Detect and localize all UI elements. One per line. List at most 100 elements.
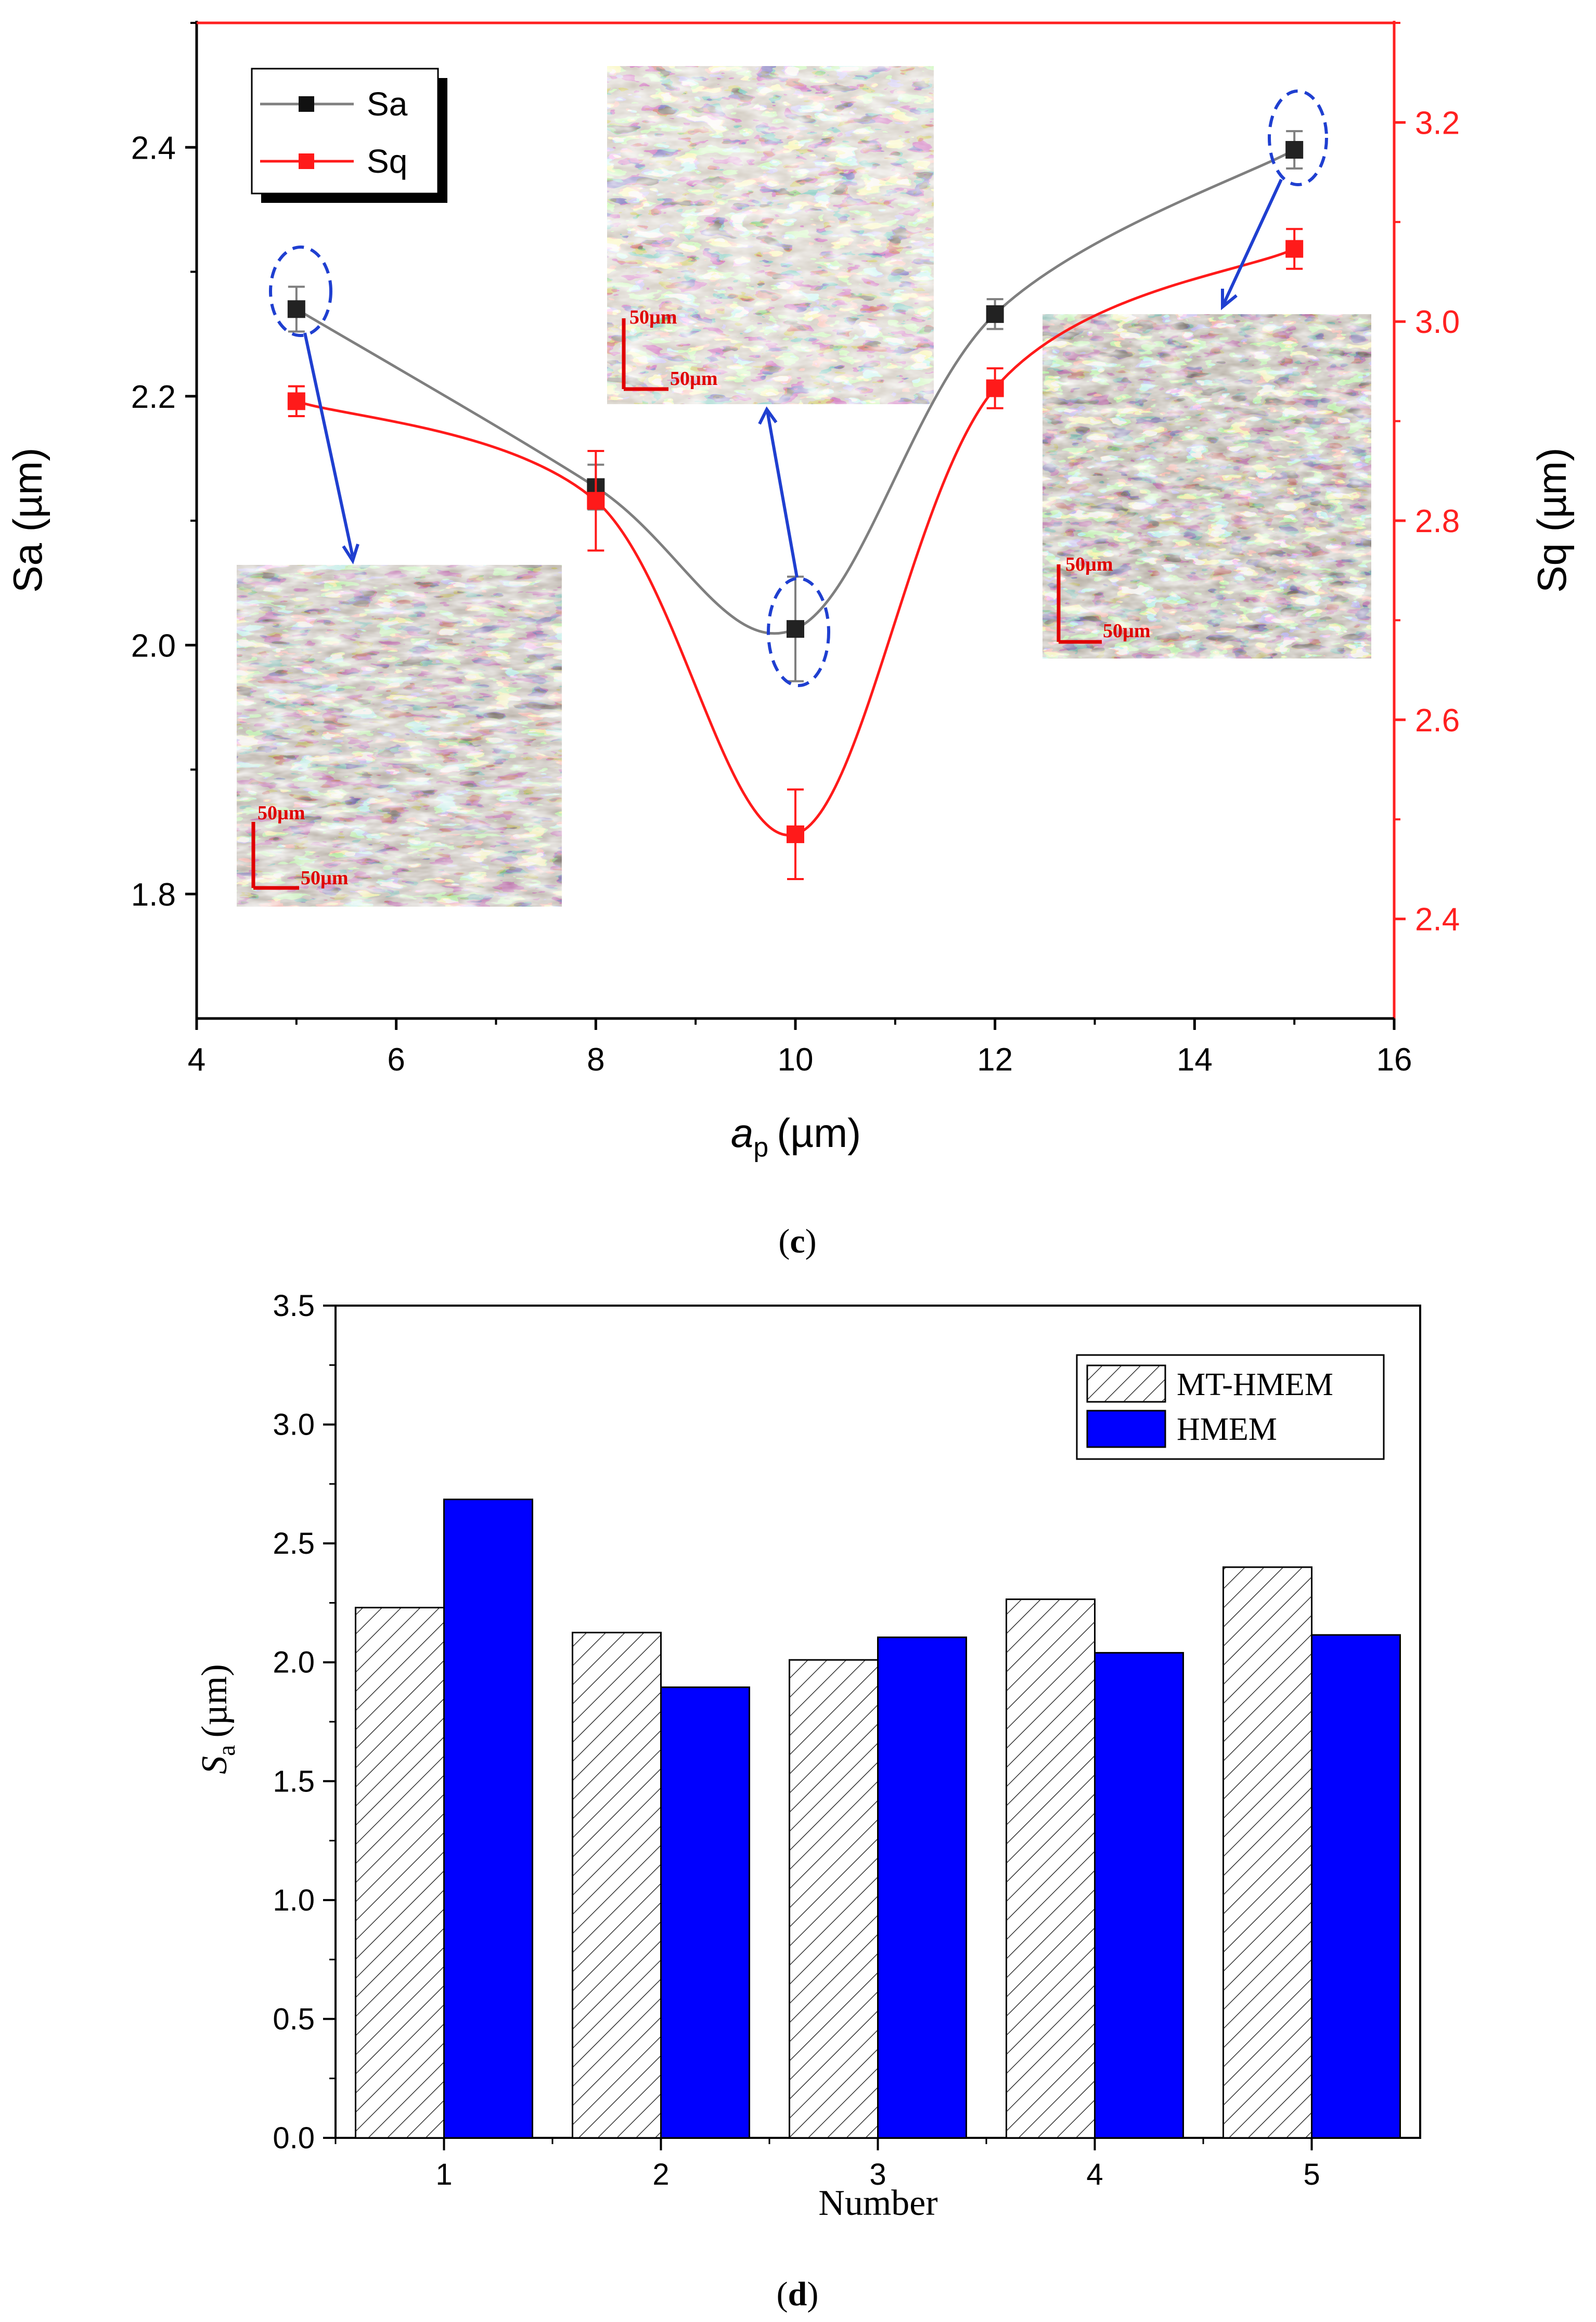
c-y-left-tick-label: 2.2 xyxy=(131,379,176,415)
bar-mt-hmem xyxy=(355,1607,445,2139)
arrow-3-head xyxy=(1221,289,1238,311)
d-x-tick-label: 1 xyxy=(435,2158,452,2191)
d-y-title: Sa (µm) xyxy=(195,1664,240,1774)
c-y-right-tick-label: 3.2 xyxy=(1415,105,1460,141)
c-x-title-unit: (µm) xyxy=(777,1110,861,1156)
d-y-tick-label: 3.5 xyxy=(273,1289,315,1323)
series-sq-point xyxy=(587,492,605,510)
sem-inset-2: 50µm 50µm xyxy=(607,66,934,404)
d-y-title-sub: a xyxy=(213,1745,240,1756)
c-x-title-main: a xyxy=(731,1110,753,1156)
arrow-1-head xyxy=(342,544,359,565)
d-x-tick-label: 3 xyxy=(869,2158,886,2191)
inset-1-scale-v: 50µm xyxy=(258,802,305,824)
c-legend: Sa Sq xyxy=(251,68,447,203)
inset-3-scale-h: 50µm xyxy=(1103,620,1151,642)
highlight-ellipse-3 xyxy=(1268,89,1328,186)
sem-inset-1: 50µm 50µm xyxy=(237,565,562,907)
arrow-2-head xyxy=(758,406,778,425)
annotations xyxy=(269,89,1328,687)
arrow-1 xyxy=(303,332,354,557)
d-y-tick-label: 1.0 xyxy=(273,1884,315,1917)
d-tick-group: 0.0 0.5 1.0 1.5 2.0 2.5 3.0 3.5 1 2 3 4 5 xyxy=(273,1289,1320,2191)
c-y-left-tick-label: 2.0 xyxy=(131,628,176,664)
bar-hmem xyxy=(1094,1652,1184,2139)
series-sq-point xyxy=(1285,240,1304,258)
c-y-left-title: Sa (µm) xyxy=(5,448,50,593)
legend-swatch-mt-hmem xyxy=(1086,1364,1166,1403)
d-y-tick-label: 1.5 xyxy=(273,1764,315,1798)
d-y-tick-label: 0.5 xyxy=(273,2002,315,2036)
c-y-right-title: Sq (µm) xyxy=(1529,448,1575,593)
inset-3-scale-v: 50µm xyxy=(1065,553,1113,575)
d-x-tick-label: 2 xyxy=(652,2158,669,2191)
legend-label-hmem: HMEM xyxy=(1177,1412,1277,1447)
c-x-tick-label: 10 xyxy=(778,1042,814,1078)
c-y-right-tick-label: 2.4 xyxy=(1415,902,1460,938)
c-x-tick-label: 6 xyxy=(387,1042,405,1078)
series-sq-point xyxy=(787,825,804,843)
sem-inset-3: 50µm 50µm xyxy=(1042,314,1371,659)
series-sa-point xyxy=(287,300,305,318)
caption-c: (c) xyxy=(778,1222,816,1260)
inset-2-scale-h: 50µm xyxy=(670,368,718,390)
bar-mt-hmem xyxy=(572,1632,662,2139)
series-sa-point xyxy=(986,305,1004,323)
c-tick-group: 4 6 8 10 12 14 16 1.8 2.0 2.2 2.4 2.4 2.6 2.8 3.0 3.2 xyxy=(131,22,1460,1078)
legend-label-sa: Sa xyxy=(367,85,408,123)
c-x-title-sub: p xyxy=(753,1132,768,1163)
inset-1-scale-h: 50µm xyxy=(301,867,349,889)
caption-d-letter: d xyxy=(788,2275,807,2313)
panel-d-bar-chart: 0.0 0.5 1.0 1.5 2.0 2.5 3.0 3.5 1 2 3 4 5 MT-HMEM HM… xyxy=(195,1289,1421,2313)
legend-label-sq: Sq xyxy=(367,143,407,180)
caption-d: (d) xyxy=(777,2275,819,2313)
arrow-2 xyxy=(766,410,799,578)
d-y-tick-label: 3.0 xyxy=(273,1408,315,1442)
d-y-tick-label: 2.0 xyxy=(273,1646,315,1680)
c-y-left-tick-label: 1.8 xyxy=(131,877,176,913)
c-y-left-tick-label: 2.4 xyxy=(131,130,176,166)
bar-hmem xyxy=(443,1499,533,2139)
arrow-3 xyxy=(1222,178,1283,305)
bar-hmem xyxy=(877,1636,967,2139)
bar-hmem xyxy=(660,1686,750,2139)
d-y-title-main: S xyxy=(195,1756,235,1774)
d-y-tick-label: 2.5 xyxy=(273,1527,315,1560)
d-x-title: Number xyxy=(818,2183,937,2223)
d-x-tick-label: 4 xyxy=(1086,2158,1103,2191)
bar-hmem xyxy=(1311,1634,1401,2139)
c-x-tick-label: 12 xyxy=(977,1042,1013,1078)
legend-swatch-hmem xyxy=(1086,1410,1166,1448)
c-x-tick-label: 14 xyxy=(1177,1042,1213,1078)
panel-c-line-chart: 4 6 8 10 12 14 16 1.8 2.0 2.2 2.4 2.4 2.6 2.8 3.0 3.2 5… xyxy=(5,21,1575,1260)
series-sa-point xyxy=(787,620,804,638)
legend-label-mt-hmem: MT-HMEM xyxy=(1177,1367,1333,1402)
c-y-right-tick-label: 2.6 xyxy=(1415,703,1460,739)
c-x-title: ap (µm) xyxy=(731,1110,861,1163)
c-y-right-tick-label: 3.0 xyxy=(1415,304,1460,340)
legend-marker-sq xyxy=(299,153,314,169)
series-sq-point xyxy=(986,379,1004,397)
highlight-ellipse-2 xyxy=(767,577,830,687)
c-x-tick-label: 4 xyxy=(188,1042,205,1078)
c-y-right-tick-label: 2.8 xyxy=(1415,504,1460,539)
caption-c-letter: c xyxy=(790,1222,805,1260)
d-legend: MT-HMEM HMEM xyxy=(1076,1354,1385,1460)
highlight-ellipse-1 xyxy=(269,246,332,337)
series-sq-point xyxy=(287,392,305,410)
legend-box xyxy=(251,68,439,195)
series-sa-point xyxy=(1285,141,1304,159)
d-bars xyxy=(355,1499,1401,2139)
d-x-tick-label: 5 xyxy=(1303,2158,1320,2191)
c-marks xyxy=(287,130,1304,881)
bar-mt-hmem xyxy=(1222,1566,1312,2139)
bar-mt-hmem xyxy=(789,1659,879,2139)
d-y-tick-label: 0.0 xyxy=(273,2121,315,2155)
c-x-tick-label: 8 xyxy=(587,1042,604,1078)
d-y-title-unit: (µm) xyxy=(195,1664,235,1737)
c-x-tick-label: 16 xyxy=(1376,1042,1412,1078)
bar-mt-hmem xyxy=(1006,1598,1096,2139)
legend-marker-sa xyxy=(299,96,314,112)
inset-2-scale-v: 50µm xyxy=(629,306,677,328)
